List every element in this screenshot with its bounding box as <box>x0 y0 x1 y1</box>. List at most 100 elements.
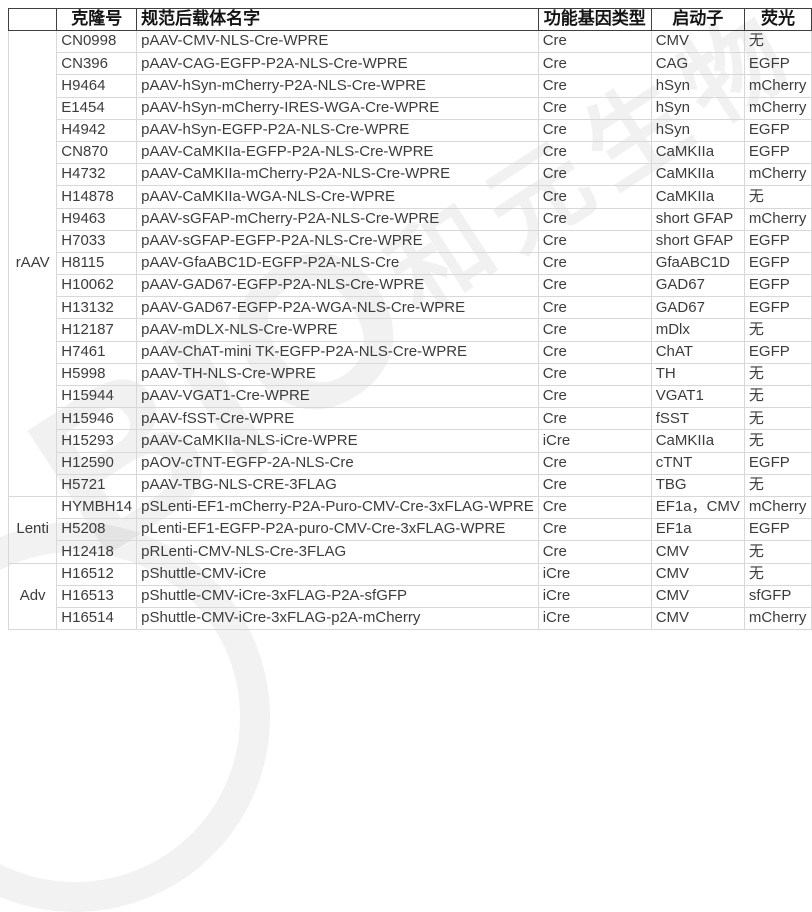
cell-clone[interactable]: CN0998 <box>56 29 138 54</box>
cell-promoter[interactable]: hSyn <box>650 96 745 120</box>
cell-fluor[interactable]: mCherry <box>743 74 812 98</box>
cell-promoter[interactable]: CaMKIIa <box>650 163 745 187</box>
cell-fluor[interactable]: sfGFP <box>743 584 812 608</box>
cell-name[interactable]: pAAV-TH-NLS-Cre-WPRE <box>136 362 539 387</box>
cell-promoter[interactable]: CMV <box>650 562 745 586</box>
cell-name[interactable]: pAOV-cTNT-EGFP-2A-NLS-Cre <box>136 451 539 475</box>
cell-clone[interactable]: H5721 <box>56 473 138 497</box>
cell-promoter[interactable]: CMV <box>650 606 745 631</box>
header-cell-group[interactable] <box>7 8 58 31</box>
cell-gene-type[interactable]: Cre <box>537 540 652 564</box>
cell-gene-type[interactable]: Cre <box>537 518 652 542</box>
cell-gene-type[interactable]: Cre <box>537 96 652 120</box>
cell-gene-type[interactable]: Cre <box>537 118 652 142</box>
header-cell-name[interactable]: 规范后载体名字 <box>136 8 539 31</box>
cell-name[interactable]: pShuttle-CMV-iCre <box>136 562 539 586</box>
cell-name[interactable]: pAAV-sGFAP-EGFP-P2A-NLS-Cre-WPRE <box>136 229 539 253</box>
cell-promoter[interactable]: VGAT1 <box>650 384 745 409</box>
cell-name[interactable]: pAAV-fSST-Cre-WPRE <box>136 407 539 431</box>
cell-gene-type[interactable]: Cre <box>537 473 652 497</box>
cell-gene-type[interactable]: iCre <box>537 429 652 453</box>
cell-gene-type[interactable]: Cre <box>537 296 652 320</box>
cell-clone[interactable]: CN870 <box>56 140 138 165</box>
cell-promoter[interactable]: TBG <box>650 473 745 497</box>
cell-name[interactable]: pAAV-hSyn-mCherry-IRES-WGA-Cre-WPRE <box>136 96 539 120</box>
cell-gene-type[interactable]: Cre <box>537 362 652 387</box>
cell-fluor[interactable]: EGFP <box>743 518 812 542</box>
cell-name[interactable]: pAAV-hSyn-EGFP-P2A-NLS-Cre-WPRE <box>136 118 539 142</box>
cell-clone[interactable]: E1454 <box>56 96 138 120</box>
cell-fluor[interactable]: 无 <box>743 407 812 431</box>
cell-promoter[interactable]: CMV <box>650 29 745 54</box>
header-cell-fluor[interactable]: 荧光 <box>743 8 812 31</box>
cell-promoter[interactable]: hSyn <box>650 118 745 142</box>
cell-promoter[interactable]: EF1a，CMV <box>650 495 745 520</box>
cell-gene-type[interactable]: Cre <box>537 384 652 409</box>
cell-promoter[interactable]: CaMKIIa <box>650 429 745 453</box>
cell-promoter[interactable]: CMV <box>650 540 745 564</box>
cell-fluor[interactable]: mCherry <box>743 163 812 187</box>
cell-gene-type[interactable]: iCre <box>537 584 652 608</box>
cell-clone[interactable]: H4942 <box>56 118 138 142</box>
cell-promoter[interactable]: GAD67 <box>650 274 745 298</box>
cell-clone[interactable]: CN396 <box>56 52 138 76</box>
cell-clone[interactable]: HYMBH14 <box>56 495 138 520</box>
cell-fluor[interactable]: mCherry <box>743 96 812 120</box>
cell-clone[interactable]: H15944 <box>56 384 138 409</box>
cell-clone[interactable]: H7033 <box>56 229 138 253</box>
cell-fluor[interactable]: 无 <box>743 318 812 342</box>
cell-gene-type[interactable]: Cre <box>537 52 652 76</box>
cell-name[interactable]: pAAV-CaMKIIa-NLS-iCre-WPRE <box>136 429 539 453</box>
cell-clone[interactable]: H15946 <box>56 407 138 431</box>
cell-promoter[interactable]: TH <box>650 362 745 387</box>
cell-fluor[interactable]: EGFP <box>743 296 812 320</box>
cell-fluor[interactable]: EGFP <box>743 251 812 276</box>
cell-gene-type[interactable]: Cre <box>537 185 652 209</box>
cell-promoter[interactable]: fSST <box>650 407 745 431</box>
cell-name[interactable]: pAAV-ChAT-mini TK-EGFP-P2A-NLS-Cre-WPRE <box>136 340 539 364</box>
cell-promoter[interactable]: CaMKIIa <box>650 185 745 209</box>
cell-fluor[interactable]: EGFP <box>743 140 812 165</box>
cell-gene-type[interactable]: Cre <box>537 207 652 231</box>
cell-name[interactable]: pAAV-CAG-EGFP-P2A-NLS-Cre-WPRE <box>136 52 539 76</box>
cell-promoter[interactable]: CaMKIIa <box>650 140 745 165</box>
cell-name[interactable]: pAAV-CaMKIIa-WGA-NLS-Cre-WPRE <box>136 185 539 209</box>
cell-gene-type[interactable]: iCre <box>537 606 652 631</box>
cell-gene-type[interactable]: Cre <box>537 163 652 187</box>
cell-name[interactable]: pSLenti-EF1-mCherry-P2A-Puro-CMV-Cre-3xF… <box>136 495 539 520</box>
cell-gene-type[interactable]: Cre <box>537 407 652 431</box>
cell-fluor[interactable]: EGFP <box>743 52 812 76</box>
cell-promoter[interactable]: short GFAP <box>650 229 745 253</box>
header-cell-gene-type[interactable]: 功能基因类型 <box>537 8 652 31</box>
cell-promoter[interactable]: GAD67 <box>650 296 745 320</box>
cell-fluor[interactable]: EGFP <box>743 340 812 364</box>
cell-clone[interactable]: H5998 <box>56 362 138 387</box>
cell-clone[interactable]: H8115 <box>56 251 138 276</box>
cell-clone[interactable]: H12418 <box>56 540 138 564</box>
cell-fluor[interactable]: 无 <box>743 562 812 586</box>
group-label-raav[interactable]: rAAV <box>7 30 58 497</box>
cell-name[interactable]: pAAV-GAD67-EGFP-P2A-NLS-Cre-WPRE <box>136 274 539 298</box>
cell-fluor[interactable]: mCherry <box>743 606 812 631</box>
cell-fluor[interactable]: mCherry <box>743 207 812 231</box>
cell-clone[interactable]: H16512 <box>56 562 138 586</box>
cell-fluor[interactable]: EGFP <box>743 229 812 253</box>
cell-clone[interactable]: H7461 <box>56 340 138 364</box>
cell-gene-type[interactable]: Cre <box>537 318 652 342</box>
cell-promoter[interactable]: EF1a <box>650 518 745 542</box>
cell-promoter[interactable]: ChAT <box>650 340 745 364</box>
cell-promoter[interactable]: CAG <box>650 52 745 76</box>
cell-name[interactable]: pAAV-CaMKIIa-EGFP-P2A-NLS-Cre-WPRE <box>136 140 539 165</box>
cell-clone[interactable]: H15293 <box>56 429 138 453</box>
cell-promoter[interactable]: mDlx <box>650 318 745 342</box>
cell-gene-type[interactable]: Cre <box>537 74 652 98</box>
cell-fluor[interactable]: 无 <box>743 473 812 497</box>
cell-clone[interactable]: H16513 <box>56 584 138 608</box>
cell-fluor[interactable]: EGFP <box>743 274 812 298</box>
cell-gene-type[interactable]: Cre <box>537 29 652 54</box>
cell-name[interactable]: pShuttle-CMV-iCre-3xFLAG-P2A-sfGFP <box>136 584 539 608</box>
cell-gene-type[interactable]: Cre <box>537 229 652 253</box>
header-cell-promoter[interactable]: 启动子 <box>650 8 745 31</box>
cell-promoter[interactable]: hSyn <box>650 74 745 98</box>
cell-promoter[interactable]: cTNT <box>650 451 745 475</box>
